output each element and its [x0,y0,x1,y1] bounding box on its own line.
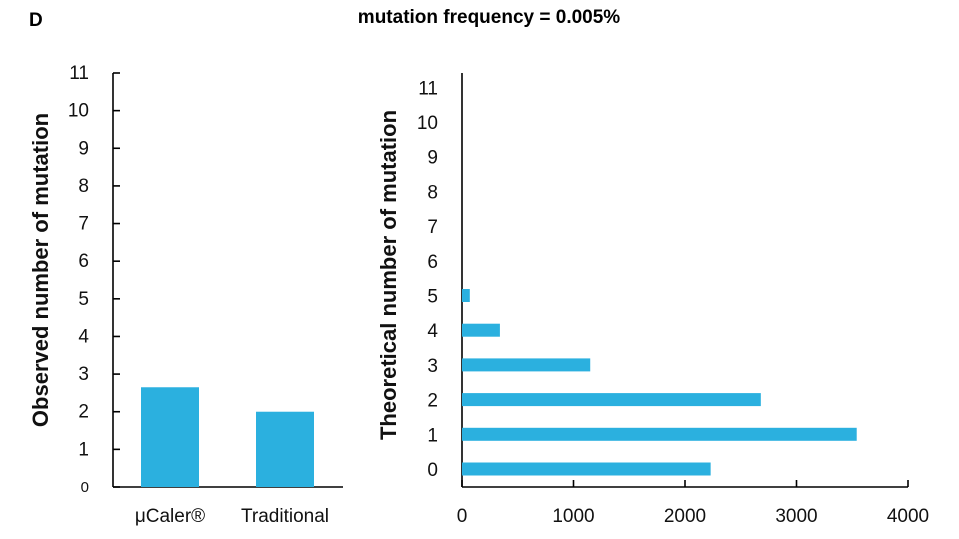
y-tick-label: 11 [418,78,438,99]
y-tick-label: 7 [78,214,89,235]
y-tick-label: 2 [78,402,89,423]
x-tick-label: Traditional [241,506,329,527]
y-tick-label: 1 [78,439,89,460]
x-tick-label: 1000 [552,506,594,527]
y-tick-label: 11 [69,63,89,84]
observed-mutation-chart: 0 1 2 3 4 5 6 7 8 9 10 11 μCaler® Traditional Observed… [28,63,343,527]
y-tick-label: 6 [427,252,438,273]
y-tick-label: 5 [78,289,89,310]
y-tick-label: 3 [427,356,438,377]
y-tick-label: 3 [78,364,89,385]
bar [256,411,314,487]
y-tick-label: 9 [427,148,438,169]
y-tick-label: 1 [427,425,438,446]
y-tick-label: 10 [68,101,89,122]
y-tick-label: 8 [78,176,89,197]
x-tick-label: μCaler® [135,506,205,527]
y-tick-label: 0 [81,479,89,496]
y-axis-title: Theoretical number of mutation [376,110,401,440]
x-tick-label: 3000 [775,506,817,527]
bar [462,393,761,407]
y-tick-label: 4 [78,326,89,347]
y-tick-label: 9 [78,138,89,159]
bar [462,323,500,337]
bar [462,358,591,372]
y-tick-label: 7 [427,217,438,238]
bar [462,462,711,476]
y-tick-label: 10 [417,113,438,134]
y-tick-label: 8 [427,182,438,203]
x-tick-label: 4000 [887,506,929,527]
y-tick-label: 4 [427,321,438,342]
y-tick-label: 6 [78,251,89,272]
y-tick-label: 2 [427,391,438,412]
y-axis-title: Observed number of mutation [28,113,53,427]
theoretical-mutation-chart: 0 1000 2000 3000 4000 0 1 2 3 4 5 6 7 8 9 10 11 Theoretic… [376,73,929,527]
figure-title: mutation frequency = 0.005% [358,7,620,28]
bar [462,289,470,302]
y-tick-label: 0 [427,460,438,481]
panel-label: D [29,10,43,31]
y-tick-label: 5 [427,287,438,308]
bar [462,427,857,441]
bar [141,387,199,487]
x-tick-label: 2000 [664,506,706,527]
x-tick-label: 0 [457,506,468,527]
